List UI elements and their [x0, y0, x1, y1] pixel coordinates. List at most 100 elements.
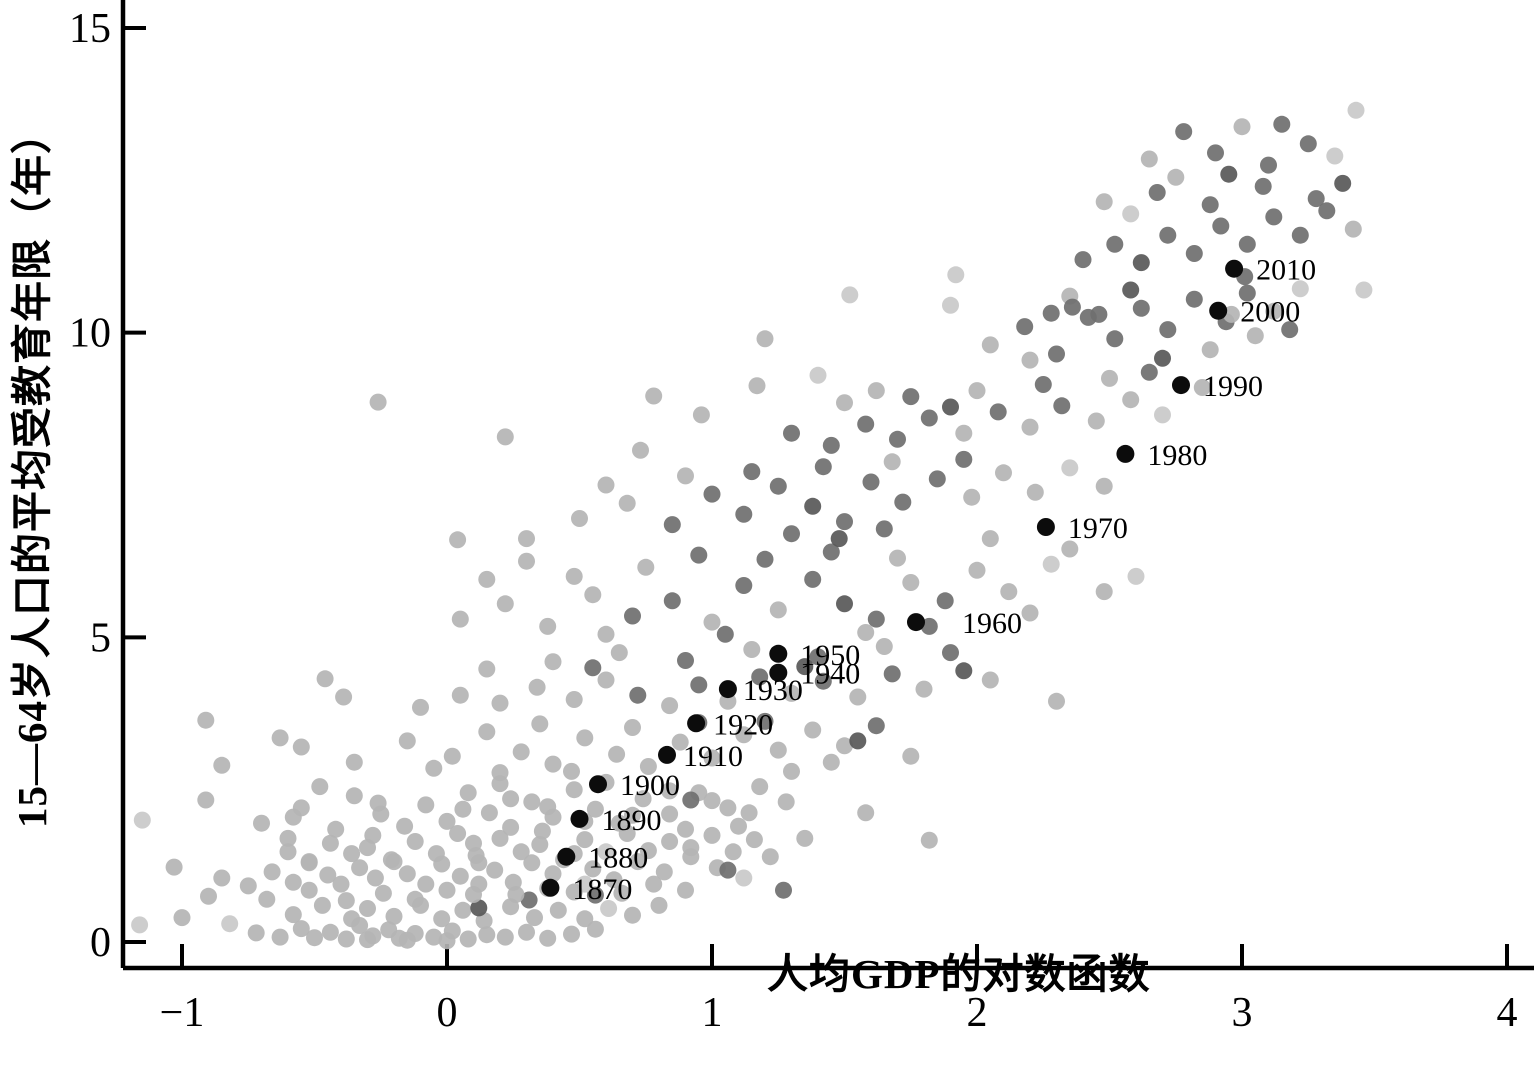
scatter-point: [486, 861, 504, 879]
timeline-point-1980: [1116, 444, 1135, 463]
scatter-point: [1154, 349, 1171, 367]
scatter-point: [1220, 165, 1238, 183]
scatter-point: [751, 668, 769, 686]
scatter-point: [875, 520, 893, 538]
scatter-point: [875, 638, 893, 655]
scatter-point: [716, 625, 734, 643]
scatter-point: [942, 296, 959, 314]
scatter-point: [947, 266, 965, 284]
scatter-point: [523, 854, 541, 872]
timeline-label-1940: 1940: [800, 658, 860, 691]
x-tick-label-3: 3: [1232, 990, 1253, 1036]
scatter-point: [928, 470, 946, 488]
scatter-point: [502, 790, 520, 808]
scatter-point: [1140, 363, 1158, 381]
scatter-point: [989, 403, 1007, 421]
scatter-point: [1318, 202, 1336, 220]
scatter-point: [584, 586, 602, 604]
scatter-point: [624, 719, 641, 736]
scatter-point: [1185, 245, 1203, 262]
scatter-point: [478, 926, 496, 944]
scatter-point: [1042, 304, 1060, 322]
scatter-point: [629, 686, 647, 704]
scatter-point: [523, 793, 541, 811]
scatter-point: [247, 924, 265, 942]
scatter-point: [1334, 174, 1352, 192]
scatter-point: [857, 804, 875, 822]
y-tick-label-15: 15: [69, 6, 111, 52]
scatter-point: [398, 931, 416, 949]
scatter-point: [1021, 418, 1039, 436]
scatter-point: [470, 875, 488, 893]
scatter-point: [1291, 226, 1309, 244]
scatter-point: [769, 741, 787, 759]
y-tick-label-0: 0: [90, 920, 111, 966]
scatter-point: [398, 865, 416, 883]
scatter-point: [425, 759, 443, 777]
y-tick-label-10: 10: [69, 311, 111, 357]
scatter-point: [443, 747, 461, 765]
scatter-point: [1021, 351, 1039, 369]
scatter-point: [663, 592, 681, 610]
scatter-point: [316, 670, 334, 688]
scatter-point: [857, 624, 875, 641]
scatter-point: [822, 543, 840, 561]
scatter-point: [433, 910, 451, 928]
scatter-point: [703, 826, 721, 844]
scatter-point: [1087, 412, 1105, 430]
scatter-point: [438, 812, 456, 830]
scatter-point: [1254, 177, 1272, 195]
scatter-point: [613, 884, 631, 902]
scatter-point: [661, 833, 679, 850]
scatter-point: [600, 900, 618, 917]
scatter-point: [629, 853, 647, 871]
scatter-point: [518, 552, 535, 570]
scatter-point: [496, 428, 514, 446]
scatter-point: [531, 715, 549, 733]
scatter-point: [1106, 235, 1124, 253]
scatter-point: [814, 672, 832, 690]
scatter-point: [576, 831, 594, 849]
scatter-point: [200, 887, 217, 905]
timeline-point-1990: [1172, 376, 1190, 395]
timeline-point-2010: [1225, 259, 1244, 278]
timeline-point-1960: [907, 613, 925, 632]
scatter-point: [1122, 205, 1140, 223]
scatter-point: [459, 930, 477, 948]
scatter-point: [902, 388, 920, 406]
scatter-point: [345, 787, 363, 805]
scatter-point: [1034, 376, 1052, 393]
scatter-point: [677, 652, 694, 669]
scatter-point: [1212, 217, 1230, 235]
scatter-point: [327, 820, 345, 838]
scatter-point: [682, 791, 700, 809]
scatter-point: [809, 648, 827, 666]
scatter-point: [321, 834, 339, 852]
scatter-point: [1260, 156, 1277, 174]
timeline-point-1880: [557, 847, 576, 866]
scatter-point: [804, 497, 822, 515]
scatter-point: [955, 424, 973, 442]
scatter-point: [920, 409, 938, 427]
scatter-point: [131, 916, 149, 934]
scatter-point: [279, 829, 297, 847]
scatter-point: [1061, 459, 1079, 477]
scatter-point: [465, 834, 482, 852]
scatter-point: [756, 550, 774, 568]
scatter-point: [321, 923, 339, 941]
scatter-point: [703, 749, 721, 767]
scatter-point: [920, 831, 938, 849]
scatter-point: [955, 662, 973, 680]
scatter-point: [565, 691, 583, 708]
scatter-point: [849, 688, 867, 706]
scatter-point: [406, 833, 424, 850]
scatter-point: [586, 800, 604, 818]
scatter-point: [677, 467, 694, 485]
scatter-point: [239, 877, 257, 895]
y-tick-label-5: 5: [90, 615, 111, 661]
timeline-point-1970: [1036, 518, 1055, 536]
timeline-label-1890: 1890: [602, 804, 662, 837]
scatter-point: [417, 875, 435, 893]
scatter-point: [335, 688, 353, 706]
